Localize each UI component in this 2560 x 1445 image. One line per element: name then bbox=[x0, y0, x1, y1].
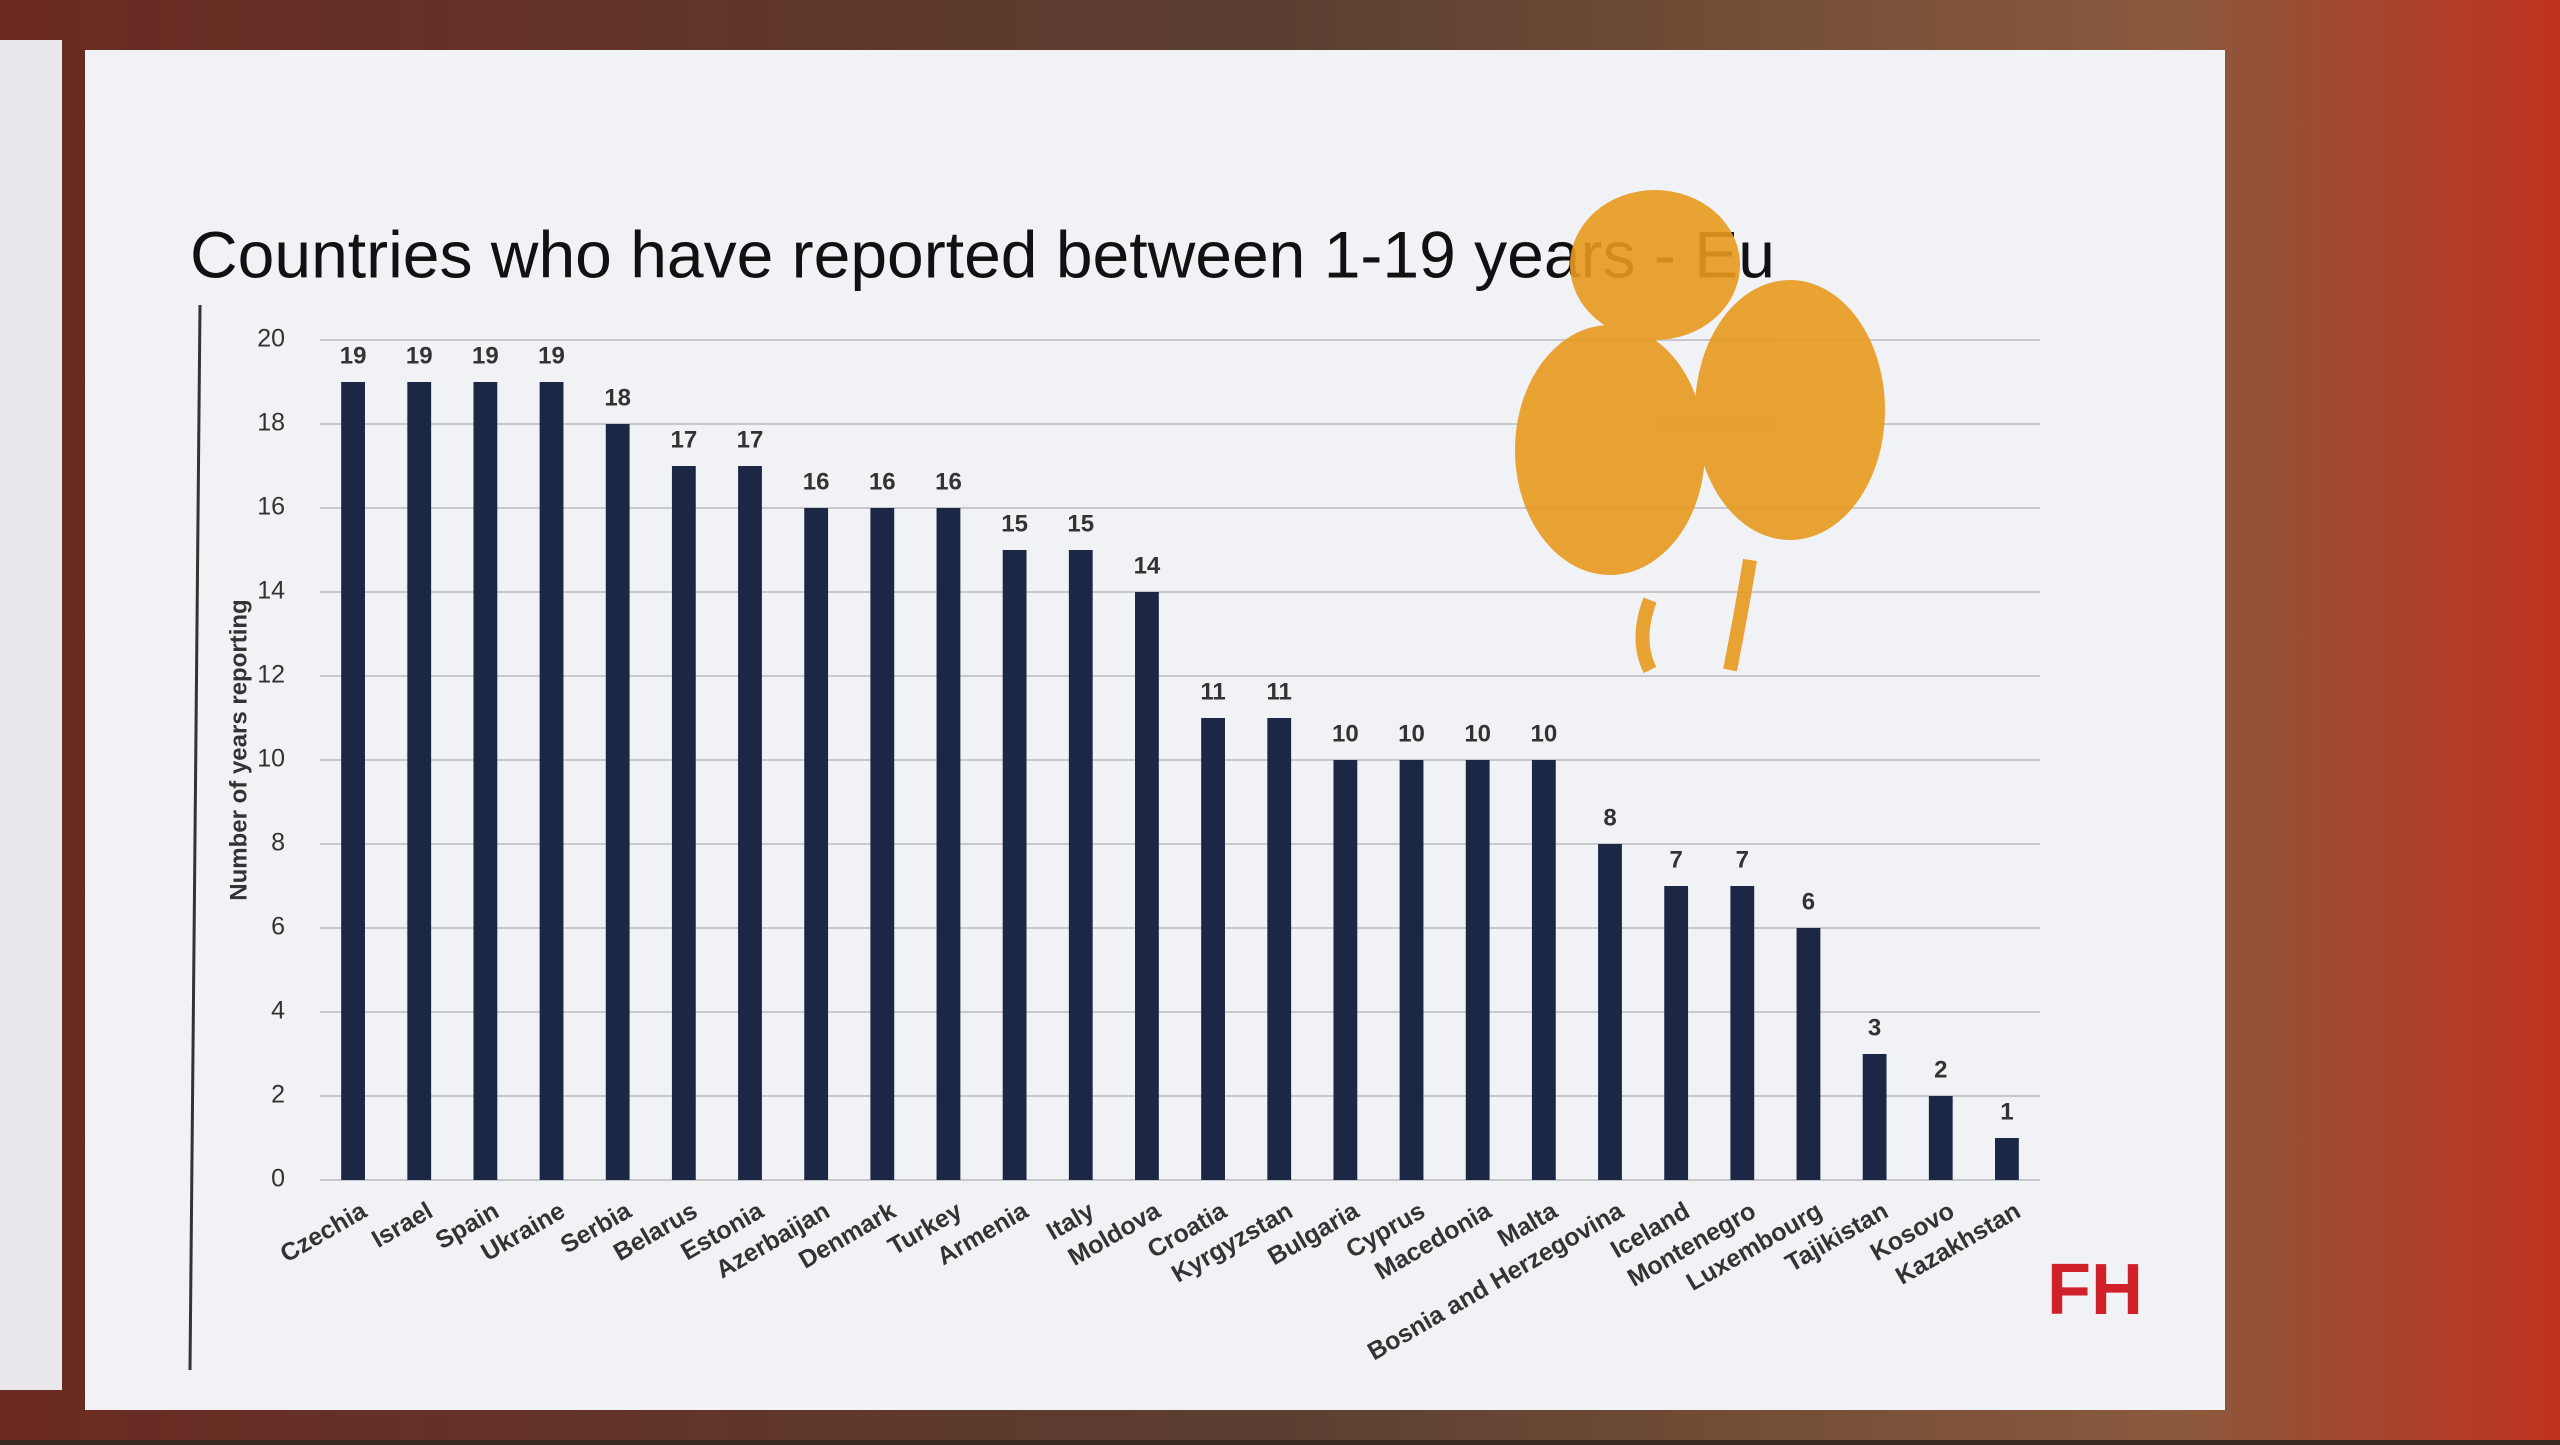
balloon bbox=[1515, 325, 1705, 575]
data-label: 3 bbox=[1868, 1014, 1881, 1041]
slide-rule bbox=[188, 304, 202, 1371]
bar bbox=[870, 508, 895, 1180]
y-tick-label: 20 bbox=[257, 325, 285, 353]
bar bbox=[1068, 550, 1093, 1180]
data-label: 15 bbox=[1001, 510, 1028, 537]
data-label: 16 bbox=[935, 468, 962, 495]
data-label: 11 bbox=[1267, 678, 1292, 705]
bar bbox=[1531, 760, 1556, 1180]
y-axis-label: Number of years reporting bbox=[225, 599, 252, 900]
data-label: 10 bbox=[1464, 720, 1491, 747]
bar bbox=[804, 508, 829, 1180]
bar bbox=[605, 424, 630, 1180]
data-label: 8 bbox=[1603, 804, 1616, 831]
y-tick-label: 10 bbox=[257, 745, 285, 773]
data-label: 16 bbox=[803, 468, 830, 495]
y-tick-label: 18 bbox=[257, 409, 285, 437]
bar bbox=[407, 382, 432, 1180]
data-label: 11 bbox=[1200, 678, 1225, 705]
bar bbox=[1664, 886, 1689, 1180]
data-label: 6 bbox=[1802, 888, 1815, 915]
bar bbox=[1333, 760, 1358, 1180]
bar bbox=[671, 466, 696, 1180]
bar bbox=[1399, 760, 1424, 1180]
data-label: 17 bbox=[737, 426, 764, 453]
bar bbox=[936, 508, 961, 1180]
bar bbox=[1267, 718, 1292, 1180]
balloons bbox=[1515, 190, 1885, 674]
bar bbox=[1201, 718, 1225, 1180]
bar bbox=[1135, 592, 1159, 1180]
data-label: 1 bbox=[2000, 1098, 2013, 1125]
balloon-string bbox=[1635, 558, 1757, 674]
y-tick-label: 12 bbox=[257, 661, 285, 689]
bar bbox=[341, 382, 365, 1180]
y-tick-label: 16 bbox=[257, 493, 285, 521]
y-tick-label: 4 bbox=[271, 997, 285, 1025]
data-label: 17 bbox=[670, 426, 697, 453]
y-tick-label: 14 bbox=[257, 577, 285, 605]
bar bbox=[738, 466, 762, 1180]
bar bbox=[1862, 1054, 1887, 1180]
bar bbox=[1598, 844, 1622, 1180]
bar bbox=[1002, 550, 1027, 1180]
bar bbox=[539, 382, 564, 1180]
bar bbox=[1995, 1138, 2019, 1180]
bar bbox=[1928, 1096, 1953, 1180]
data-label: 14 bbox=[1134, 552, 1161, 579]
data-label: 7 bbox=[1669, 846, 1682, 873]
data-label: 19 bbox=[538, 342, 565, 369]
y-tick-label: 6 bbox=[271, 913, 285, 941]
logo: FH bbox=[2047, 1250, 2143, 1330]
y-tick-label: 2 bbox=[271, 1081, 285, 1109]
data-label: 7 bbox=[1736, 846, 1749, 873]
data-label: 2 bbox=[1934, 1056, 1947, 1083]
data-label: 19 bbox=[406, 342, 433, 369]
bar bbox=[1465, 760, 1490, 1180]
side-slide bbox=[0, 40, 62, 1390]
y-tick-label: 0 bbox=[271, 1165, 285, 1193]
chart-title: Countries who have reported between 1-19… bbox=[190, 217, 1775, 291]
y-tick-label: 8 bbox=[271, 829, 285, 857]
data-label: 10 bbox=[1530, 720, 1557, 747]
data-label: 18 bbox=[604, 384, 631, 411]
data-label: 19 bbox=[472, 342, 499, 369]
data-label: 16 bbox=[869, 468, 896, 495]
data-label: 15 bbox=[1067, 510, 1094, 537]
bar bbox=[1796, 928, 1821, 1180]
bar bbox=[473, 382, 498, 1180]
data-label: 10 bbox=[1332, 720, 1359, 747]
bar bbox=[1730, 886, 1755, 1180]
data-label: 19 bbox=[340, 342, 367, 369]
balloon bbox=[1695, 280, 1885, 540]
data-label: 10 bbox=[1398, 720, 1425, 747]
balloon bbox=[1570, 190, 1740, 340]
